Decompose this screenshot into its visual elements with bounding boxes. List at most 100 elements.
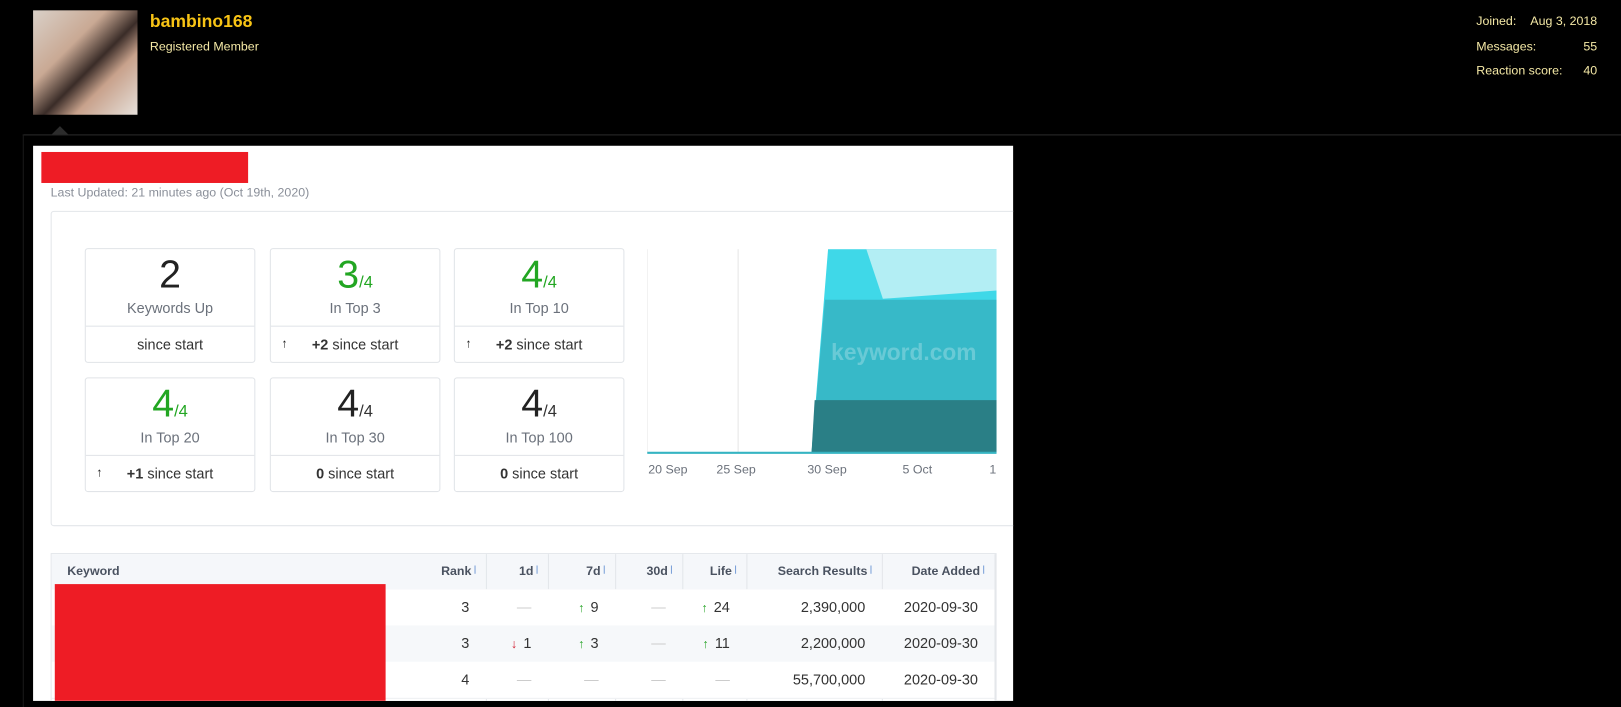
stat-value: 40: [1583, 63, 1598, 78]
card-total: /4: [543, 403, 557, 421]
card-value: 4: [521, 253, 544, 297]
trend-value: 1: [523, 634, 532, 652]
trend-cell: ↑ 3: [548, 635, 598, 652]
column-divider: [994, 554, 996, 701]
arrow-up: ↑: [578, 636, 585, 652]
card-footer-text: since start: [137, 335, 204, 353]
stat-label: Messages:: [1476, 39, 1537, 54]
trend-chart: keyword.com: [647, 249, 997, 454]
table-cell: 55,700,000: [792, 670, 866, 688]
area: [811, 400, 997, 453]
trend-value: 11: [714, 634, 730, 652]
column-header: 30d: [646, 563, 668, 578]
stat-card: 3/4 In Top 3 ↑ +2 since start: [269, 248, 441, 363]
sort-icon: [983, 565, 985, 574]
card-value-row: 3/4: [271, 253, 440, 297]
x-axis-label: 30 Sep: [807, 462, 847, 477]
table-cell: 4: [461, 670, 470, 688]
card-delta: +2: [495, 335, 513, 353]
table-cell: 3: [461, 634, 470, 652]
stat-value: 55: [1583, 39, 1598, 54]
x-axis-label: 25 Sep: [716, 462, 756, 477]
column-header: 7d: [586, 563, 601, 578]
card-label: In Top 3: [329, 299, 381, 317]
stats-panel: [50, 210, 1014, 527]
card-value: 4: [337, 382, 360, 426]
stat-label: Reaction score:: [1476, 63, 1563, 78]
trend-cell: ↑ 24: [682, 599, 730, 616]
divider: [22, 134, 1621, 136]
table-cell: 2020-09-30: [903, 634, 978, 652]
trend-value: 24: [713, 598, 730, 616]
card-label: In Top 10: [509, 299, 569, 317]
stat-card: 2 Keywords Up since start: [84, 248, 256, 363]
column-header: Date Added: [911, 563, 981, 578]
sort-icon: [474, 565, 476, 574]
card-footer-text: since start: [332, 335, 399, 353]
card-value: 2: [159, 253, 181, 297]
redaction: [54, 584, 386, 701]
card-divider: [85, 325, 255, 327]
card-label: In Top 100: [505, 429, 573, 446]
table-cell: 2,200,000: [800, 634, 866, 652]
table-cell: 2020-09-30: [903, 670, 978, 688]
avatar: [33, 10, 138, 115]
card-footer: since start: [86, 336, 255, 353]
card-footer: ↑ +1 since start: [86, 465, 255, 482]
x-axis-label: 20 Sep: [648, 462, 688, 477]
card-value-row: 4/4: [455, 253, 624, 297]
trend-cell: ↑ 9: [548, 598, 599, 616]
stat-card: 4/4 In Top 100 0 since start: [453, 377, 625, 493]
arrow-up: ↑: [702, 636, 709, 652]
card-label: In Top 30: [325, 429, 385, 446]
card-footer-text: since start: [516, 335, 583, 353]
card-delta: +2: [311, 335, 329, 353]
card-value: 4: [521, 382, 544, 426]
card-label: In Top 20: [140, 429, 200, 446]
card-total: /4: [174, 403, 188, 421]
card-delta: 0: [500, 465, 509, 482]
x-axis-label: 5 Oct: [902, 462, 933, 477]
trend-cell: ↓ 1: [486, 635, 531, 652]
watermark: keyword.com: [831, 339, 976, 365]
empty-cell: —: [516, 670, 532, 688]
sort-icon: [603, 565, 605, 574]
area: [866, 249, 997, 299]
arrow-up: ↑: [465, 335, 472, 351]
card-value-row: 4/4: [455, 383, 624, 427]
table-cell: 2,390,000: [800, 598, 866, 616]
arrow-up: ↑: [281, 335, 288, 351]
divider-notch: [51, 126, 69, 135]
empty-cell: —: [715, 670, 730, 688]
column-header: Life: [709, 563, 732, 578]
card-delta: +1: [126, 465, 144, 482]
x-axis-label: 1: [989, 462, 997, 477]
card-value-row: 2: [86, 253, 255, 297]
empty-cell: —: [516, 598, 532, 616]
sort-icon: [870, 565, 872, 574]
column-header: Keyword: [67, 563, 120, 578]
card-total: /4: [543, 273, 557, 292]
redaction: [41, 151, 249, 183]
card-footer-text: since start: [512, 465, 579, 482]
table-cell: 3: [461, 598, 470, 616]
card-total: /4: [359, 403, 373, 421]
card-footer: 0 since start: [455, 465, 624, 482]
arrow-up: ↑: [701, 600, 708, 616]
card-footer-text: since start: [147, 465, 214, 482]
column-header: Search Results: [777, 563, 868, 578]
empty-cell: —: [651, 670, 666, 688]
card-footer-text: since start: [328, 465, 395, 482]
username[interactable]: bambino168: [149, 11, 253, 32]
stat-card: 4/4 In Top 20 ↑ +1 since start: [84, 377, 256, 493]
card-divider: [454, 325, 624, 327]
empty-cell: —: [651, 634, 666, 652]
card-footer: ↑ +2 since start: [455, 336, 624, 353]
arrow-up: ↑: [578, 600, 585, 616]
trend-value: 9: [590, 598, 599, 616]
table-cell: 2020-09-30: [903, 598, 978, 616]
card-divider: [454, 454, 624, 456]
trend-cell: ↑ 11: [682, 634, 730, 652]
